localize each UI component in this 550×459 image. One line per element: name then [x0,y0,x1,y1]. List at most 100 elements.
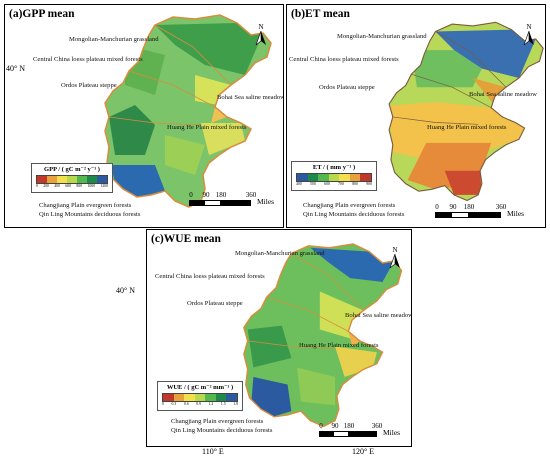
legend-swatch [307,174,319,181]
region-label-huanghe: Huang He Plain mixed forests [299,342,379,349]
scale-unit: Miles [257,197,275,206]
region-label-bohai: Bohai Sea saline meadow [469,91,537,98]
scale-tick: 360 [245,191,257,199]
north-arrow-icon: N [255,23,267,47]
legend-swatch [349,174,361,181]
region-label-changjiang: Changjiang Plain evergreen forests [303,202,396,209]
wue-map-panel: (c)WUE mean Mongolian-Manchurian grassla… [146,229,412,447]
region-label-qinling: Qin Ling Mountains deciduous forests [303,211,405,218]
legend-swatch [215,394,227,401]
wue-panel-title: (c)WUE mean [151,233,221,245]
region-label-huanghe: Huang He Plain mixed forests [167,124,247,131]
gpp-map-panel: (a)GPP mean Mongolian-Manchurian grassla… [4,4,284,228]
legend-tick: 400 [54,184,60,188]
scale-tick: 90 [449,203,457,211]
scale-tick: 0 [189,191,193,199]
legend-tick: 800 [76,184,83,188]
lon-110-label: 110° E [202,447,224,456]
legend-swatch [205,394,216,401]
region-label-changjiang: Changjiang Plain evergreen forests [171,418,264,425]
legend-tick: 0.3 [171,402,177,406]
region-label-mongolian: Mongolian-Manchurian grassland [337,33,427,40]
legend-swatch [297,174,308,181]
scale-tick: 0 [435,203,439,211]
legend-tick: 900 [366,182,372,186]
legend-tick: 0 [36,184,38,188]
region-label-ordos: Ordos Plateau steppe [187,300,243,307]
region-label-mongolian: Mongolian-Manchurian grassland [235,250,325,257]
et-map [388,21,544,202]
legend-tick: 1.2 [208,402,214,406]
legend-swatch [97,176,107,183]
legend-swatch [194,394,206,401]
legend-swatch [184,394,195,401]
legend-swatch [173,394,185,401]
gpp-legend-title: GPP / ( gC m⁻² y⁻¹ ) [44,166,100,173]
lat-40-label: 40° N [6,64,25,73]
wue-map [243,243,403,428]
north-arrow-icon: N [389,246,401,270]
gpp-legend-ticks: 0 200 400 600 800 1000 1200 [36,184,108,190]
et-scale-bar: 0 90 180 360 Miles [435,203,541,219]
scale-tick: 180 [343,422,355,430]
north-arrow-icon: N [523,23,535,47]
region-label-mongolian: Mongolian-Manchurian grassland [69,36,159,43]
region-label-loess: Central China loess plateau mixed forest… [33,56,143,63]
wue-legend: WUE / ( gC m⁻² mm⁻¹ ) 0 0.3 0.6 0.9 1.2 1.5 1.… [157,381,243,411]
region-label-bohai: Bohai Sea saline meadow [345,312,412,319]
gpp-panel-title: (a)GPP mean [9,8,75,20]
lon-120-label: 120° E [352,447,375,456]
et-panel-title: (b)ET mean [291,8,350,20]
et-legend-ticks: 400 500 600 700 800 900 [296,182,372,188]
legend-tick: 0.6 [183,402,189,406]
region-label-huanghe: Huang He Plain mixed forests [427,124,507,131]
region-label-changjiang: Changjiang Plain evergreen forests [39,202,132,209]
legend-tick: 0.9 [196,402,201,406]
legend-tick: 1000 [87,184,96,188]
legend-tick: 1.8 [233,402,238,406]
region-label-qinling: Qin Ling Mountains deciduous forests [171,427,273,434]
scale-tick: 90 [331,422,339,430]
gpp-scale-bar: 0 90 180 360 Miles [189,191,279,207]
wue-scale-bar: 0 90 180 360 Miles [319,422,409,438]
legend-tick: 1200 [100,184,108,188]
scale-tick: 360 [495,203,507,211]
wue-color-bar [162,393,238,402]
legend-swatch [318,174,329,181]
legend-tick: 1.5 [220,402,226,406]
legend-tick: 800 [352,182,358,186]
gpp-legend: GPP / ( gC m⁻² y⁻¹ ) 0 200 400 600 800 1000 12… [31,163,113,193]
et-legend: ET / ( mm y⁻¹ ) 400 500 600 700 800 900 [291,161,377,191]
scale-unit: Miles [383,428,401,437]
legend-swatch [47,176,57,183]
scale-tick: 0 [319,422,323,430]
et-map-panel: (b)ET mean Mongolian-Manchurian grasslan… [286,4,546,228]
region-label-ordos: Ordos Plateau steppe [61,82,117,89]
legend-swatch [163,394,174,401]
et-color-bar [296,173,372,182]
legend-tick: 700 [338,182,344,186]
wue-legend-title: WUE / ( gC m⁻² mm⁻¹ ) [166,384,234,391]
lat-40-label: 40° N [116,286,135,295]
legend-tick: 600 [324,182,330,186]
legend-swatch [360,174,372,181]
legend-tick: 500 [310,182,316,186]
scale-tick: 360 [371,422,383,430]
scale-tick: 90 [202,191,210,199]
legend-tick: 600 [65,184,72,188]
wue-legend-ticks: 0 0.3 0.6 0.9 1.2 1.5 1.8 [162,402,238,408]
legend-tick: 200 [43,184,49,188]
gpp-color-bar [36,175,108,184]
legend-tick: 0 [162,402,164,406]
scale-unit: Miles [507,209,525,218]
legend-tick: 400 [296,182,302,186]
legend-swatch [67,176,77,183]
legend-swatch [37,176,47,183]
legend-swatch [87,176,97,183]
region-label-loess: Central China loess plateau mixed forest… [289,56,399,63]
region-label-loess: Central China loess plateau mixed forest… [155,273,265,280]
scale-tick: 180 [463,203,475,211]
region-label-bohai: Bohai Sea saline meadow [217,94,284,101]
legend-swatch [57,176,67,183]
region-label-ordos: Ordos Plateau steppe [319,84,375,91]
